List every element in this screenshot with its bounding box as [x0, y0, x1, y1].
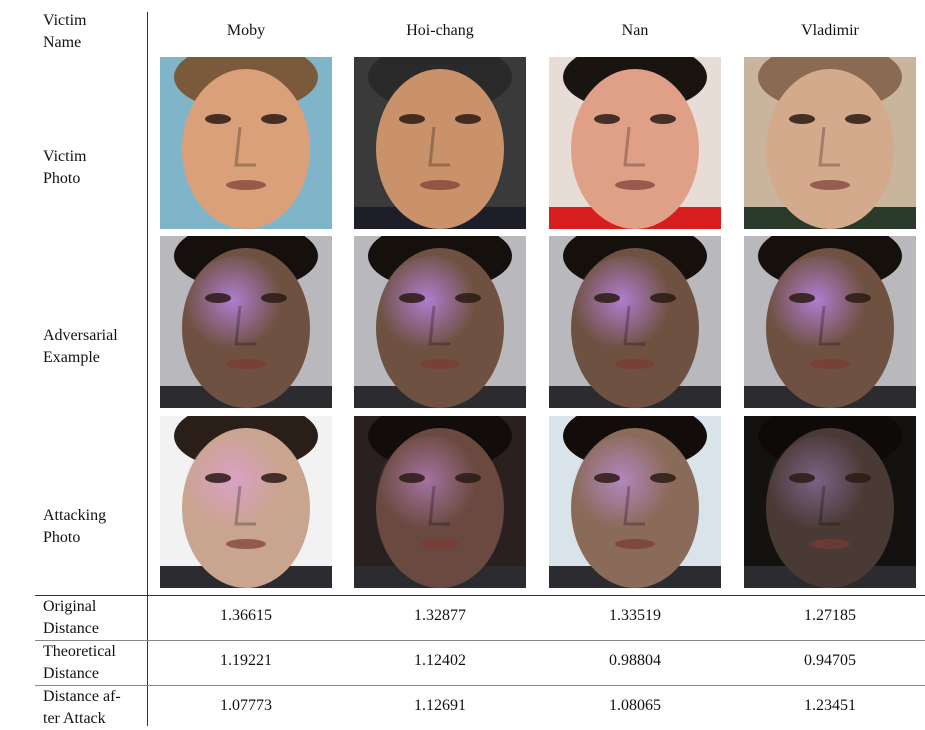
adversarial-example-image [354, 236, 526, 408]
row-label-line: Victim [43, 12, 87, 29]
table-vertical-rule [147, 12, 148, 726]
victim-photo [744, 57, 916, 229]
distance-after-attack-nan: 1.08065 [609, 697, 661, 714]
row-label-line: Victim [43, 148, 87, 165]
adversarial-example-image [744, 236, 916, 408]
distance-after-attack-hoi-chang: 1.12691 [414, 697, 466, 714]
original-distance-nan: 1.33519 [609, 607, 661, 624]
row-label-original-distance: Original Distance [43, 596, 143, 640]
victim-photo [354, 57, 526, 229]
row-label-line: Theoretical [43, 643, 116, 660]
original-distance-moby: 1.36615 [220, 607, 272, 624]
attacking-photo [549, 416, 721, 588]
distance-after-attack-vladimir: 1.23451 [804, 697, 856, 714]
row-label-line: Example [43, 349, 100, 366]
original-distance-hoi-chang: 1.32877 [414, 607, 466, 624]
row-label-line: ter Attack [43, 710, 106, 727]
row-label-line: Photo [43, 529, 81, 546]
row-label-line: Distance [43, 665, 99, 682]
attacking-photo [744, 416, 916, 588]
attacking-photo [354, 416, 526, 588]
victim-photo [549, 57, 721, 229]
row-label-line: Distance [43, 620, 99, 637]
row-label-theoretical-distance: Theoretical Distance [43, 641, 143, 685]
theoretical-distance-moby: 1.19221 [220, 652, 272, 669]
row-label-adversarial-example: Adversarial Example [43, 325, 143, 369]
row-label-distance-after-attack: Distance af- ter Attack [43, 686, 143, 730]
row-label-line: Attacking [43, 507, 107, 524]
theoretical-distance-hoi-chang: 1.12402 [414, 652, 466, 669]
victim-name-vladimir: Vladimir [801, 22, 859, 39]
row-label-attacking-photo: Attacking Photo [43, 505, 143, 549]
distance-after-attack-moby: 1.07773 [220, 697, 272, 714]
victim-photo [160, 57, 332, 229]
row-label-line: Distance af- [43, 688, 121, 705]
row-label-line: Name [43, 34, 82, 51]
row-label-victim-photo: Victim Photo [43, 146, 143, 190]
adversarial-example-image [549, 236, 721, 408]
attacking-photo [160, 416, 332, 588]
theoretical-distance-vladimir: 0.94705 [804, 652, 856, 669]
victim-name-nan: Nan [621, 22, 649, 39]
row-label-victim-name: Victim Name [43, 10, 143, 54]
original-distance-vladimir: 1.27185 [804, 607, 856, 624]
table-rule [35, 640, 925, 641]
table-rule [35, 595, 925, 596]
table-rule [35, 685, 925, 686]
theoretical-distance-nan: 0.98804 [609, 652, 661, 669]
victim-name-hoi-chang: Hoi-chang [406, 22, 474, 39]
row-label-line: Original [43, 598, 97, 615]
victim-name-moby: Moby [226, 22, 266, 39]
adversarial-example-image [160, 236, 332, 408]
row-label-line: Photo [43, 170, 81, 187]
row-label-line: Adversarial [43, 327, 118, 344]
